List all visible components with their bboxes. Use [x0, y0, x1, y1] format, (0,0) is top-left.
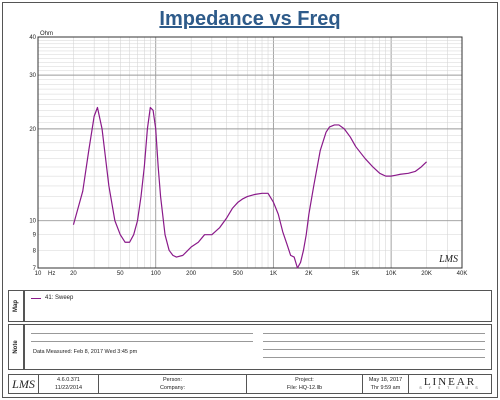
- note-line: [263, 357, 485, 358]
- map-section-tab: Map: [8, 290, 24, 322]
- x-axis-label: Hz: [48, 271, 55, 277]
- x-tick-label: 50: [117, 271, 124, 277]
- lms-logo: LMS: [12, 377, 35, 391]
- series-line-sweep: [72, 106, 427, 269]
- note-label: Note: [13, 340, 19, 354]
- version-text: 4.6.0.371: [57, 377, 80, 383]
- plot-frame: [37, 36, 463, 269]
- footer-date-cell: May 18, 2017 Thr 9:59 am: [363, 375, 409, 393]
- time-text: Thr 9:59 am: [370, 385, 401, 391]
- y-tick-label: 7: [33, 266, 37, 272]
- x-tick-label: 500: [233, 271, 244, 277]
- data-measured-text: Data Measured: Feb 8, 2017 Wed 3:45 pm: [33, 349, 138, 355]
- x-tick-label: 2K: [305, 271, 312, 277]
- legend-entry[interactable]: 41: Sweep: [31, 295, 73, 301]
- plot-area: [38, 37, 462, 268]
- legend-panel: 41: Sweep: [24, 290, 492, 322]
- plot-lms-mark: LMS: [438, 254, 458, 265]
- x-tick-label: 20K: [421, 271, 432, 277]
- x-tick-label: 100: [151, 271, 162, 277]
- person-label: Person:: [163, 377, 182, 383]
- linearx-logo: LINEAR S Y S T E M S: [409, 376, 491, 393]
- legend-label: 41: Sweep: [45, 295, 74, 301]
- footer-project-cell: Project: File: HQ-12.llb: [247, 375, 363, 393]
- x-tick-label: 40K: [457, 271, 468, 277]
- file-label: File: HQ-12.llb: [286, 385, 323, 391]
- company-label: Company:: [159, 385, 186, 391]
- map-label: Map: [13, 300, 19, 312]
- note-line: [263, 349, 485, 350]
- date-text: May 18, 2017: [368, 377, 403, 383]
- footer-logo-cell: LMS: [9, 375, 39, 393]
- x-tick-label: 5K: [352, 271, 359, 277]
- y-axis-label: Ohm: [40, 31, 53, 37]
- note-line: [31, 341, 253, 342]
- linearx-brand: LINEAR: [423, 376, 477, 388]
- x-tick-label: 200: [186, 271, 197, 277]
- y-tick-label: 20: [29, 127, 36, 133]
- x-tick-label: 1K: [270, 271, 277, 277]
- build-date-text: 11/22/2014: [54, 385, 83, 391]
- project-label: Project:: [295, 377, 314, 383]
- y-tick-label: 40: [29, 35, 36, 41]
- y-tick-label: 10: [29, 219, 36, 225]
- legend-swatch: [31, 297, 41, 299]
- x-tick-label: 20: [70, 271, 77, 277]
- note-line: [31, 333, 253, 334]
- y-tick-label: 8: [33, 248, 37, 254]
- note-line: [263, 333, 485, 334]
- note-section-tab: Note: [8, 324, 24, 370]
- y-tick-label: 9: [33, 233, 37, 239]
- footer-person-cell: Person: Company:: [99, 375, 247, 393]
- x-tick-label: 10: [35, 271, 42, 277]
- chart-title: Impedance vs Freq: [159, 8, 341, 30]
- notes-panel[interactable]: Data Measured: Feb 8, 2017 Wed 3:45 pm: [24, 324, 492, 370]
- linearx-brand-sub: S Y S T E M S: [419, 386, 481, 390]
- note-line: [263, 341, 485, 342]
- x-tick-label: 10K: [386, 271, 397, 277]
- footer-bar: LMS 4.6.0.371 11/22/2014 Person: Company…: [8, 374, 492, 394]
- footer-version-cell: 4.6.0.371 11/22/2014: [39, 375, 99, 393]
- y-tick-label: 30: [29, 73, 36, 79]
